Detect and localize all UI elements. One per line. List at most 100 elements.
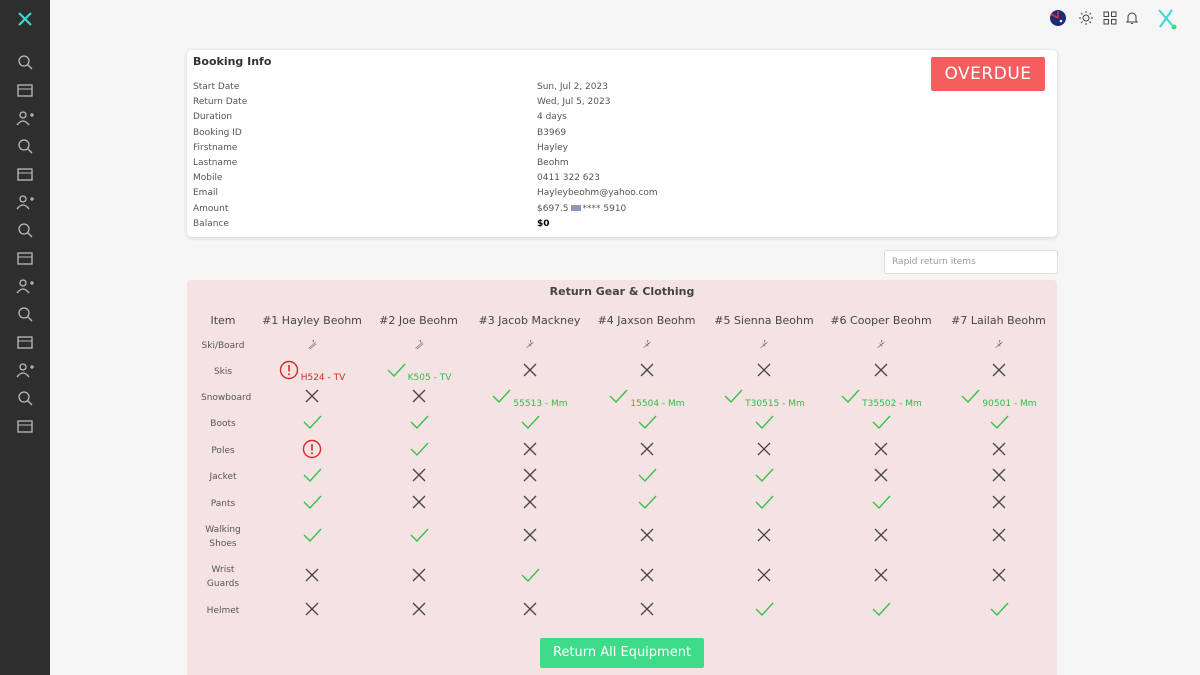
theme-icon[interactable]: [1078, 10, 1094, 26]
flag-icon[interactable]: [1049, 9, 1067, 27]
cell-content: [409, 439, 429, 459]
logo[interactable]: [15, 9, 35, 29]
return-panel: Return Gear & Clothing Item #1 Hayley Beo…: [187, 280, 1057, 675]
field-label: Booking ID: [193, 127, 242, 138]
check-icon: [638, 495, 657, 509]
status-cell: [822, 557, 940, 597]
cell-content: [871, 492, 891, 512]
nav-icon[interactable]: [15, 109, 35, 127]
status-cell: [259, 437, 365, 464]
status-cell: [472, 517, 587, 557]
cell-content: [637, 439, 657, 459]
status-cell: [587, 517, 706, 557]
board-icon: [642, 339, 651, 348]
value-text: 0411 322 623: [537, 173, 600, 184]
cross-icon: [757, 442, 771, 455]
cell-content: [989, 465, 1009, 485]
rapid-return-input[interactable]: Rapid return items: [884, 250, 1058, 274]
cross-icon: [992, 528, 1005, 542]
cross-icon: [992, 568, 1005, 582]
item-code: 55513 - Mm: [513, 399, 568, 409]
cell-content: [302, 599, 322, 619]
item-label: Boots: [210, 419, 236, 429]
alert-icon: [279, 360, 298, 380]
status-cell: [587, 411, 706, 437]
check-icon: [303, 415, 322, 430]
cell-content: [520, 492, 540, 512]
nav-icon[interactable]: [15, 305, 35, 323]
cell-content: [637, 565, 657, 585]
field-label: Mobile: [193, 173, 223, 184]
apps-icon[interactable]: [1102, 10, 1118, 26]
check-icon: [872, 495, 891, 509]
cell-content: [520, 465, 540, 485]
status-cell: [706, 597, 822, 625]
nav-icon[interactable]: [15, 277, 35, 295]
bell-icon[interactable]: [1124, 10, 1140, 26]
status-cell: [472, 359, 587, 385]
board-icon: [994, 339, 1003, 348]
status-cell: [587, 490, 706, 517]
check-icon: [841, 389, 860, 404]
nav-icon[interactable]: [15, 137, 35, 155]
cell-content: 15504 - Mm: [608, 386, 685, 409]
status-cell: [365, 333, 472, 359]
check-icon: [724, 389, 743, 404]
status-cell: [822, 517, 940, 557]
cross-icon: [523, 495, 536, 508]
cell-content: [637, 492, 657, 512]
table-row: Pants: [187, 490, 1057, 517]
cell-content: [302, 439, 322, 459]
status-cell: [940, 597, 1057, 625]
nav-icon[interactable]: [15, 221, 35, 239]
check-icon: [755, 495, 774, 509]
nav-icon[interactable]: [15, 417, 35, 435]
brand-icon[interactable]: [1156, 7, 1178, 31]
status-cell: [259, 333, 365, 359]
cell-content: [871, 565, 891, 585]
status-cell: [587, 437, 706, 464]
cell-content: [520, 439, 540, 459]
cell-content: 90501 - Mm: [960, 386, 1037, 409]
cell-content: [520, 412, 540, 432]
cell-content: [409, 492, 429, 512]
cross-icon: [874, 468, 888, 482]
nav-icon[interactable]: [15, 53, 35, 71]
status-cell: 55513 - Mm: [472, 385, 587, 411]
cross-icon: [640, 528, 653, 542]
item-label: Wrist Guards: [206, 565, 240, 589]
check-icon: [303, 495, 322, 509]
nav-icon[interactable]: [15, 333, 35, 351]
cell-content: [409, 412, 429, 432]
column-header: Item: [210, 313, 236, 327]
nav-icon[interactable]: [15, 361, 35, 379]
check-icon: [303, 528, 322, 543]
nav-icon[interactable]: [15, 249, 35, 267]
nav-icon[interactable]: [15, 81, 35, 99]
status-cell: [706, 557, 822, 597]
card-title: Booking Info: [193, 55, 272, 68]
item-code: 90501 - Mm: [982, 399, 1037, 409]
status-cell: [365, 517, 472, 557]
cross-icon: [412, 389, 425, 403]
return-table: Item #1 Hayley Beohm #2 Joe Beohm #3 Jacob …: [187, 307, 1057, 625]
return-all-button[interactable]: Return All Equipment: [540, 638, 704, 668]
nav-icon[interactable]: [15, 193, 35, 211]
item-label: Skis: [213, 367, 233, 377]
check-icon: [638, 415, 657, 430]
nav-icon[interactable]: [15, 165, 35, 183]
cell-content: [871, 525, 891, 545]
status-cell: [706, 517, 822, 557]
value-text: $0: [537, 218, 550, 229]
cross-icon: [412, 568, 425, 582]
sidebar: [0, 0, 50, 675]
cell-content: [302, 386, 322, 406]
status-cell: [365, 557, 472, 597]
check-icon: [872, 415, 891, 430]
cell-content: [989, 412, 1009, 432]
status-cell: [259, 597, 365, 625]
check-icon: [961, 389, 980, 404]
cell-content: [302, 492, 322, 512]
nav-icon[interactable]: [15, 389, 35, 407]
